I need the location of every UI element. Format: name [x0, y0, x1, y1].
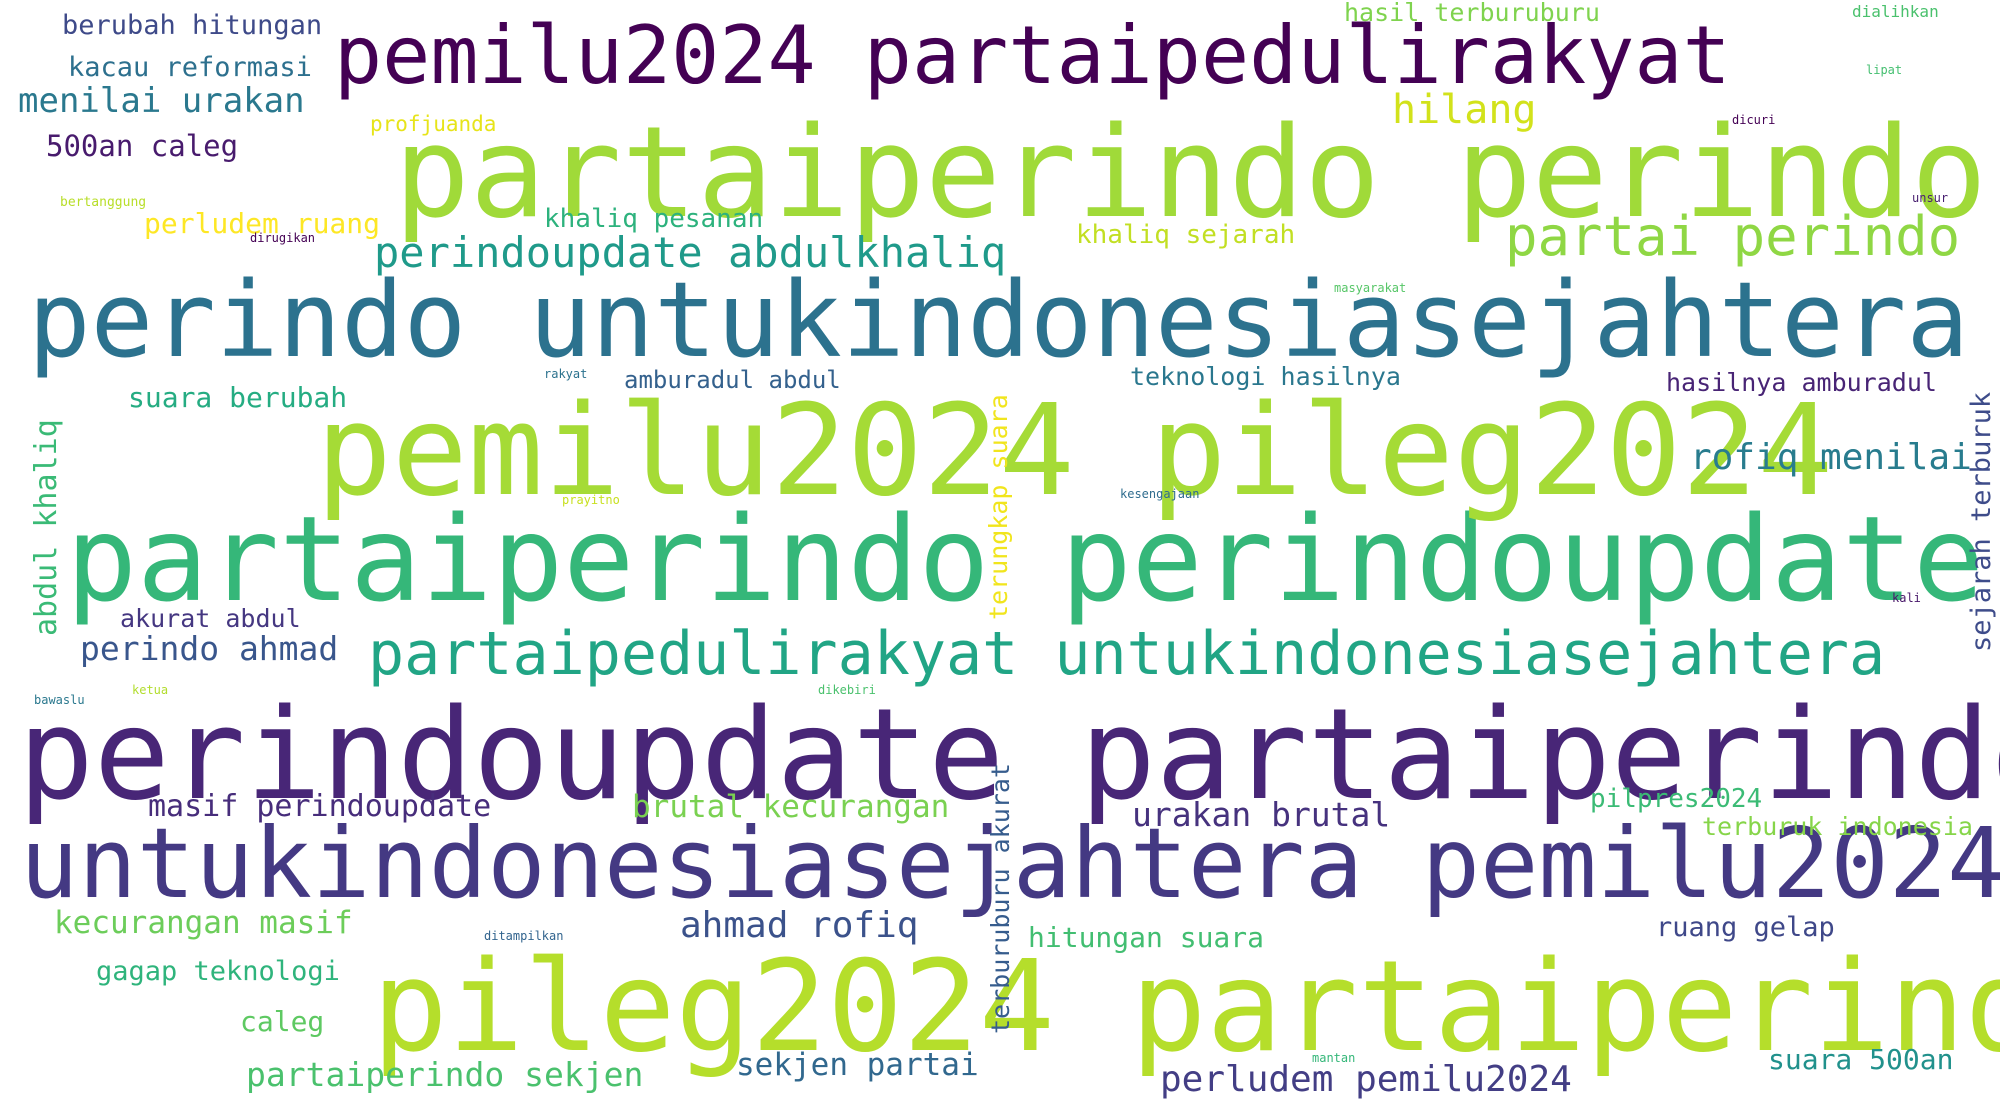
word-suara-500an: suara 500an [1768, 1043, 1954, 1076]
word-dicuri: dicuri [1732, 113, 1776, 127]
word-partaiperindo-perindoupdate: partaiperindo perindoupdate [66, 490, 1985, 628]
word-hasil-terburuburu: hasil terburuburu [1344, 0, 1600, 27]
word-hitungan-suara: hitungan suara [1028, 921, 1265, 954]
word-pileg2024-partaiperindo: pileg2024 partaiperindo [372, 933, 2000, 1080]
word-teknologi-hasilnya: teknologi hasilnya [1130, 362, 1401, 391]
word-perindo-untukindonesiasejahtera: perindo untukindonesiasejahtera [28, 259, 1970, 381]
word-terburuburu-akurat: terburuburu akurat [986, 763, 1015, 1034]
word-suara-berubah: suara berubah [128, 381, 348, 414]
word-terungkap-suara: terungkap suara [984, 394, 1013, 620]
word-kali: kali [1892, 591, 1921, 605]
word-partaipedulirakyat-untukindonesiasejahtera: partaipedulirakyat untukindonesiasejahte… [368, 619, 1886, 689]
word-caleg: caleg [240, 1005, 325, 1038]
word-urakan-brutal: urakan brutal [1132, 795, 1391, 834]
word-sejarah-terburuk: sejarah terburuk [1966, 391, 1997, 652]
word-prayitno: prayitno [562, 493, 620, 507]
word-dikebiri: dikebiri [818, 683, 876, 697]
word-pemilu2024-partaipedulirakyat: pemilu2024 partaipedulirakyat [334, 9, 1731, 102]
word-sekjen-partai: sekjen partai [736, 1047, 979, 1083]
word-bertanggung: bertanggung [60, 195, 147, 210]
word-ruang-gelap: ruang gelap [1656, 912, 1835, 943]
word-gagap-teknologi: gagap teknologi [96, 956, 340, 987]
word-lipat: lipat [1866, 63, 1903, 77]
word-brutal-kecurangan: brutal kecurangan [632, 789, 950, 825]
word-perludem-pemilu2024: perludem pemilu2024 [1160, 1059, 1572, 1100]
word-unsur: unsur [1912, 191, 1949, 205]
word-partaiperindo-perindo: partaiperindo perindo [394, 99, 1988, 246]
word-bawaslu: bawaslu [34, 693, 85, 707]
word-partaiperindo-sekjen: partaiperindo sekjen [246, 1055, 644, 1094]
word-hilang: hilang [1392, 87, 1537, 133]
word-khaliq-sejarah: khaliq sejarah [1076, 220, 1296, 250]
word-perindoupdate-partaiperindo: perindoupdate partaiperindo [18, 681, 2000, 828]
word-masif-perindoupdate: masif perindoupdate [148, 789, 492, 824]
word-profjuanda: profjuanda [370, 112, 497, 136]
word-perludem-ruang: perludem ruang [144, 207, 381, 240]
word-berubah-hitungan: berubah hitungan [62, 10, 323, 41]
word-kesengajaan: kesengajaan [1120, 487, 1200, 501]
word-500an-caleg: 500an caleg [46, 129, 239, 163]
word-ditampilkan: ditampilkan [484, 929, 564, 943]
word-ahmad-rofiq: ahmad rofiq [680, 905, 919, 946]
word-abdul-khaliq: abdul khaliq [29, 419, 64, 636]
word-kecurangan-masif: kecurangan masif [54, 905, 353, 941]
word-perindoupdate-abdulkhaliq: perindoupdate abdulkhaliq [374, 228, 1007, 277]
word-pilpres2024: pilpres2024 [1590, 784, 1763, 814]
word-akurat-abdul: akurat abdul [120, 604, 301, 633]
word-hasilnya-amburadul: hasilnya amburadul [1666, 368, 1937, 397]
word-terburuk-indonesia: terburuk indonesia [1702, 812, 1973, 841]
word-khaliq-pesanan: khaliq pesanan [544, 204, 764, 234]
word-rakyat: rakyat [544, 367, 588, 381]
word-rofiq-menilai: rofiq menilai [1690, 437, 1972, 478]
word-partai-perindo: partai perindo [1505, 205, 1961, 268]
word-perindo-ahmad: perindo ahmad [80, 629, 339, 668]
word-menilai-urakan: menilai urakan [18, 81, 305, 121]
word-dialihkan: dialihkan [1852, 2, 1939, 21]
word-masyarakat: masyarakat [1334, 281, 1407, 295]
word-kacau-reformasi: kacau reformasi [68, 52, 312, 83]
word-ketua: ketua [132, 683, 169, 697]
word-pemilu2024-pileg2024: pemilu2024 pileg2024 [316, 377, 1834, 524]
word-mantan: mantan [1312, 1051, 1356, 1065]
word-dirugikan: dirugikan [250, 231, 316, 245]
word-amburadul-abdul: amburadul abdul [624, 366, 841, 394]
word-untukindonesiasejahtera-pemilu2024: untukindonesiasejahtera pemilu2024 [20, 807, 2000, 920]
